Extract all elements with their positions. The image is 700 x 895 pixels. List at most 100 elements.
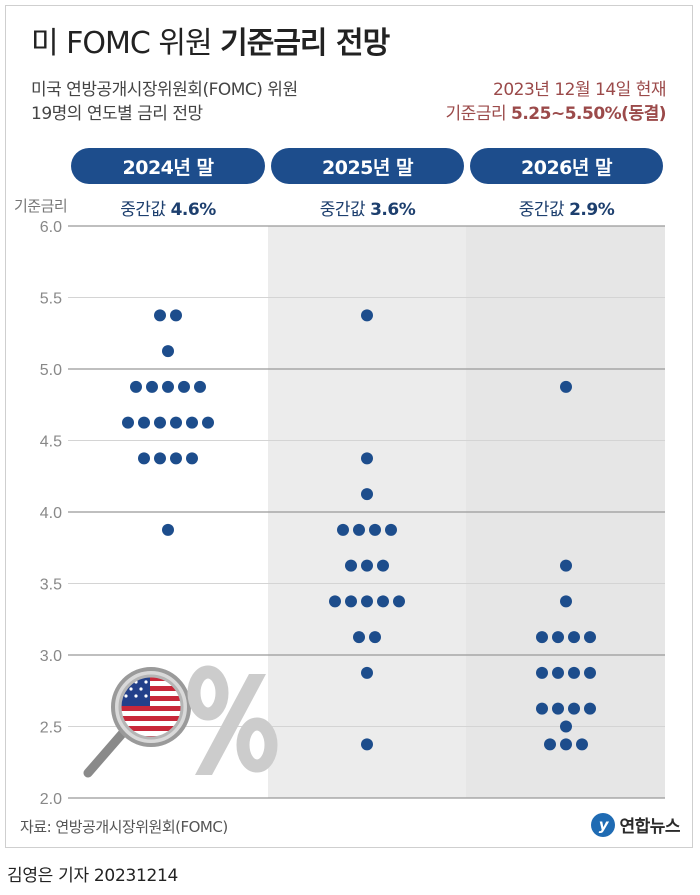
dot-2025년 말-2.875 xyxy=(361,666,373,679)
dot-2025년 말-3.625 xyxy=(361,559,373,572)
y-tick-label: 5.5 xyxy=(40,291,62,308)
status-rate-prefix: 기준금리 xyxy=(445,104,507,124)
dot-2025년 말-3.875 xyxy=(369,523,381,536)
dot-2025년 말-3.875 xyxy=(385,523,397,536)
dot-2025년 말-3.125 xyxy=(369,631,381,644)
chart-subtitle: 미국 연방공개시장위원회(FOMC) 위원 19명의 연도별 금리 전망 xyxy=(31,78,298,126)
dot-2024년 말-4.375 xyxy=(170,452,182,465)
y-tick-label: 4.0 xyxy=(40,505,62,522)
dot-2026년 말-4.875 xyxy=(560,380,572,393)
column-header-2025: 2025년 말 xyxy=(271,148,464,184)
byline: 김영은 기자 20231214 xyxy=(7,866,179,886)
dot-2024년 말-4.375 xyxy=(138,452,150,465)
dot-2026년 말-2.625 xyxy=(536,702,548,715)
dot-2024년 말-4.625 xyxy=(138,416,150,429)
dot-2025년 말-3.375 xyxy=(361,595,373,608)
median-value: 4.6% xyxy=(170,200,217,220)
source-note: 자료: 연방공개시장위원회(FOMC) xyxy=(20,818,228,836)
dot-2024년 말-5.375 xyxy=(154,309,166,322)
dot-2025년 말-3.125 xyxy=(353,631,365,644)
current-rate-status: 2023년 12월 14일 현재 기준금리 5.25~5.50%(동결) xyxy=(445,78,667,126)
dot-2024년 말-4.625 xyxy=(202,416,214,429)
yonhap-logo-text: 연합뉴스 xyxy=(619,817,680,837)
y-axis-ticks: 2.0 2.5 3.0 3.5 4.0 4.5 5.0 5.5 6.0 xyxy=(40,219,62,808)
subtitle-line-2: 19명의 연도별 금리 전망 xyxy=(31,104,203,124)
dot-2026년 말-2.5 xyxy=(560,720,572,733)
title-light: 미 FOMC 위원 xyxy=(31,26,213,61)
dot-2024년 말-4.625 xyxy=(186,416,198,429)
percent-icon xyxy=(187,665,278,775)
dot-2026년 말-2.875 xyxy=(584,666,596,679)
dot-2025년 말-3.375 xyxy=(345,595,357,608)
dot-2026년 말-3.125 xyxy=(568,631,580,644)
dot-2024년 말-4.875 xyxy=(194,380,206,393)
dot-2025년 말-3.625 xyxy=(345,559,357,572)
y-tick-label: 5.0 xyxy=(40,362,62,379)
dots-layer xyxy=(122,309,596,751)
dot-2026년 말-2.875 xyxy=(552,666,564,679)
dot-2024년 말-4.625 xyxy=(170,416,182,429)
magnifier-flag-icon xyxy=(83,667,191,778)
dot-2025년 말-3.375 xyxy=(377,595,389,608)
dot-2024년 말-4.625 xyxy=(122,416,134,429)
dot-2026년 말-2.875 xyxy=(536,666,548,679)
dot-2025년 말-3.875 xyxy=(337,523,349,536)
median-2024: 중간값 4.6% xyxy=(71,195,265,220)
y-tick-label: 3.0 xyxy=(40,648,62,665)
y-tick-label: 6.0 xyxy=(40,219,62,236)
median-prefix: 중간값 xyxy=(120,200,166,220)
subtitle-line-1: 미국 연방공개시장위원회(FOMC) 위원 xyxy=(31,80,298,100)
dot-2025년 말-3.375 xyxy=(329,595,341,608)
y-tick-label: 2.0 xyxy=(40,791,62,808)
dot-2026년 말-3.125 xyxy=(584,631,596,644)
y-tick-label: 4.5 xyxy=(40,434,62,451)
y-tick-label: 2.5 xyxy=(40,720,62,737)
chart-title: 미 FOMC 위원 기준금리 전망 xyxy=(31,18,390,62)
dot-2026년 말-3.125 xyxy=(536,631,548,644)
dot-2025년 말-4.375 xyxy=(361,452,373,465)
status-rate-value: 5.25~5.50%(동결) xyxy=(511,104,666,124)
yonhap-logo-icon: y xyxy=(591,812,616,837)
y-axis-label: 기준금리 xyxy=(14,197,68,215)
dot-2026년 말-2.875 xyxy=(568,666,580,679)
dot-2024년 말-4.875 xyxy=(178,380,190,393)
dot-2025년 말-4.125 xyxy=(361,488,373,501)
y-tick-label: 3.5 xyxy=(40,577,62,594)
dot-2024년 말-4.875 xyxy=(162,380,174,393)
dot-2026년 말-2.375 xyxy=(544,738,556,751)
dot-2025년 말-5.375 xyxy=(361,309,373,322)
dot-2024년 말-3.875 xyxy=(162,523,174,536)
median-prefix: 중간값 xyxy=(319,200,366,220)
dot-2024년 말-5.375 xyxy=(170,309,182,322)
status-rate: 기준금리 5.25~5.50%(동결) xyxy=(445,102,667,126)
dot-2026년 말-2.625 xyxy=(584,702,596,715)
dot-2026년 말-2.625 xyxy=(552,702,564,715)
dot-2026년 말-3.625 xyxy=(560,559,572,572)
dot-2024년 말-4.875 xyxy=(146,380,158,393)
median-prefix: 중간값 xyxy=(518,200,565,220)
column-header-2024: 2024년 말 xyxy=(71,148,265,184)
dot-2024년 말-4.625 xyxy=(154,416,166,429)
dot-2025년 말-3.625 xyxy=(377,559,389,572)
column-header-2026: 2026년 말 xyxy=(470,148,663,184)
dot-2024년 말-4.375 xyxy=(186,452,198,465)
dot-2025년 말-3.875 xyxy=(353,523,365,536)
median-2025: 중간값 3.6% xyxy=(271,195,464,220)
dot-2025년 말-3.375 xyxy=(393,595,405,608)
dot-2026년 말-2.375 xyxy=(560,738,572,751)
dot-2024년 말-5.125 xyxy=(162,345,174,358)
title-bold: 기준금리 전망 xyxy=(220,26,390,61)
median-2026: 중간값 2.9% xyxy=(470,195,663,220)
dot-2026년 말-2.625 xyxy=(568,702,580,715)
yonhap-logo: y 연합뉴스 xyxy=(591,812,680,837)
dot-2024년 말-4.875 xyxy=(130,380,142,393)
dot-2024년 말-4.375 xyxy=(154,452,166,465)
dot-2026년 말-3.375 xyxy=(560,595,572,608)
status-date: 2023년 12월 14일 현재 xyxy=(493,80,666,100)
dot-2025년 말-2.375 xyxy=(361,738,373,751)
median-value: 2.9% xyxy=(569,200,615,220)
dot-2026년 말-3.125 xyxy=(552,631,564,644)
median-value: 3.6% xyxy=(370,200,416,220)
dot-2026년 말-2.375 xyxy=(576,738,588,751)
